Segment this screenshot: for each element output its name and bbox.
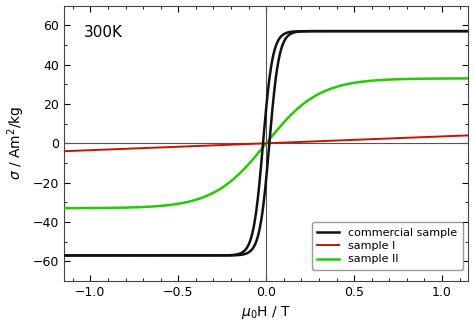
X-axis label: $\mu_0$H / T: $\mu_0$H / T <box>241 304 291 321</box>
Text: 300K: 300K <box>84 25 123 40</box>
Y-axis label: $\sigma$ / Am$^2$/kg: $\sigma$ / Am$^2$/kg <box>6 106 27 181</box>
Legend: commercial sample, sample I, sample II: commercial sample, sample I, sample II <box>311 222 463 270</box>
